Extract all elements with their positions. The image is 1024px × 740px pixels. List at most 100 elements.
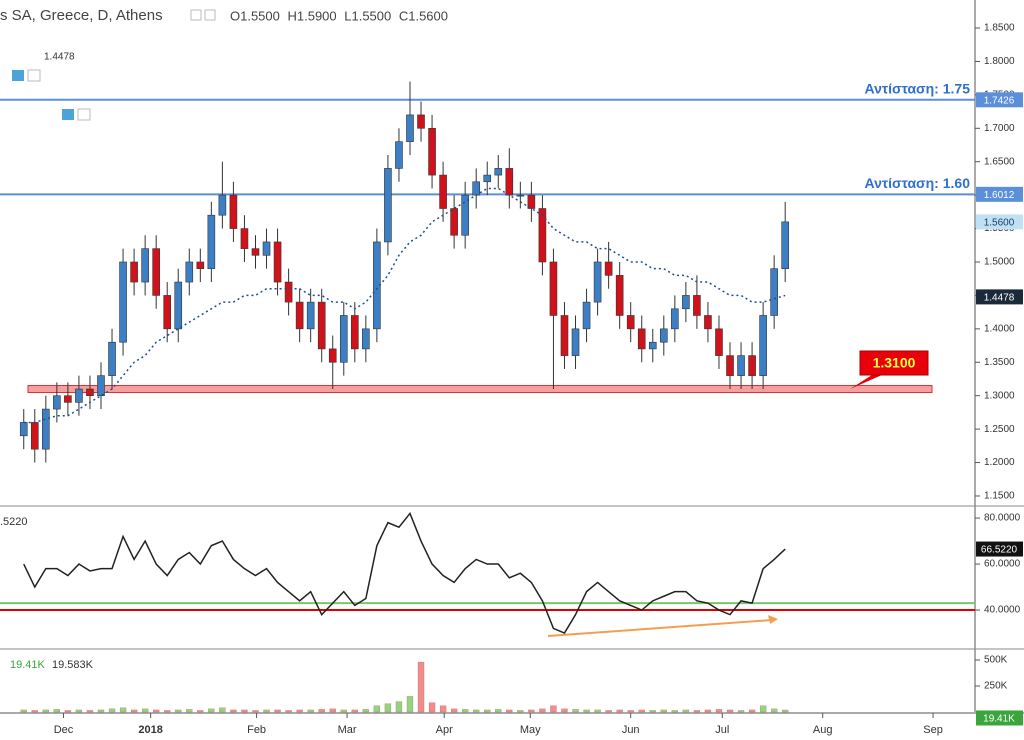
candle-body [108, 341, 116, 376]
candle-body [218, 194, 227, 216]
candle-body [549, 261, 558, 316]
candle-body [362, 328, 370, 350]
rsi-header-value: .5220 [0, 516, 28, 528]
volume-bar [605, 710, 612, 713]
support-label: 1.3100 [873, 355, 916, 371]
volume-bar [550, 705, 557, 713]
icon[interactable] [27, 69, 41, 82]
rsi-line [23, 511, 786, 634]
candle-body [317, 301, 326, 350]
candle-body [637, 328, 646, 350]
y-tick-label: 500K [984, 655, 1008, 666]
x-tick-label: May [520, 724, 541, 736]
candle-body [42, 408, 50, 450]
candle-body [130, 261, 138, 283]
candle-body [295, 301, 304, 330]
candle-body [207, 214, 216, 269]
candle-body [251, 248, 260, 256]
candle-body [461, 194, 469, 236]
ma-price-label: 1.4478 [984, 293, 1015, 304]
candle-body [527, 194, 536, 209]
x-tick-label: Dec [54, 724, 74, 736]
candle-body [626, 315, 635, 330]
candle-body [483, 174, 492, 183]
icon[interactable] [62, 109, 74, 120]
volume-bar [230, 709, 237, 713]
candle-body [781, 221, 789, 269]
volume-bar [572, 709, 579, 713]
candle-body [615, 275, 624, 316]
volume-bar [351, 709, 358, 713]
volume-bar [726, 709, 734, 713]
candle-body [119, 261, 127, 343]
candle-body [19, 422, 28, 437]
y-tick-label: 1.2000 [984, 457, 1015, 468]
volume-bar [539, 708, 546, 713]
candle-body [660, 328, 668, 343]
volume-bar [252, 710, 259, 713]
y-tick-label: 1.7000 [984, 123, 1015, 134]
x-tick-label: Sep [923, 724, 943, 736]
candle-body [406, 114, 414, 142]
volume-bar [737, 710, 745, 713]
candle-body [715, 328, 723, 356]
icon[interactable] [12, 70, 24, 81]
icon[interactable] [77, 108, 91, 121]
volume-value-label: 19.41K [983, 714, 1015, 725]
candle-body [185, 261, 194, 283]
resistance-price-label-bg [976, 186, 1023, 202]
candle-body [428, 127, 436, 176]
icon[interactable] [204, 9, 216, 21]
volume-bar [649, 710, 656, 713]
volume-bar [417, 661, 425, 713]
volume-bar [682, 709, 690, 713]
x-tick-label: Jun [622, 724, 640, 736]
y-tick-label: 40.0000 [984, 605, 1021, 616]
volume-bar [517, 710, 524, 713]
volume-bar [42, 709, 49, 713]
volume-header-value: 19.41K [10, 659, 46, 671]
volume-bar [53, 709, 61, 713]
y-tick-label: 1.1500 [984, 491, 1015, 502]
volume-bar [704, 709, 712, 713]
volume-bar [506, 709, 513, 713]
volume-bar [561, 708, 568, 713]
volume-ma-header-value: 19.583K [52, 659, 94, 671]
candle-body [174, 281, 183, 330]
volume-bar [75, 709, 83, 713]
support-label-bg [859, 350, 929, 376]
candle-body [704, 315, 712, 330]
icon[interactable] [190, 9, 202, 21]
candle-body [417, 114, 425, 129]
candle-body [86, 388, 94, 396]
volume-bar [97, 709, 105, 713]
volume-bar [638, 709, 645, 713]
resistance-label: Αντίσταση: 1.75 [865, 81, 971, 97]
volume-bar [263, 709, 270, 713]
resistance-price-label-bg [976, 92, 1023, 108]
volume-bar [660, 709, 667, 713]
candle-body [262, 241, 271, 256]
y-tick-label: 250K [984, 681, 1008, 692]
volume-bar [31, 710, 38, 713]
candle-body [450, 208, 458, 236]
candle-body [439, 174, 447, 209]
volume-bar [285, 710, 292, 713]
divergence-arrow [547, 619, 773, 637]
candle-body [737, 355, 745, 376]
x-tick-label: Jul [715, 724, 729, 736]
volume-bar [495, 709, 502, 713]
candle-body [671, 308, 679, 330]
volume-bar [627, 710, 634, 713]
candle-body [571, 328, 580, 356]
last-price-label: 1.5600 [984, 218, 1015, 229]
volume-bar [197, 710, 204, 713]
resistance-label: Αντίσταση: 1.60 [865, 175, 971, 191]
volume-bar [219, 707, 226, 713]
candle-body [328, 348, 337, 363]
volume-bar [373, 705, 381, 713]
candle-body [759, 315, 767, 376]
candle-body [384, 168, 392, 243]
candle-body [516, 194, 525, 197]
